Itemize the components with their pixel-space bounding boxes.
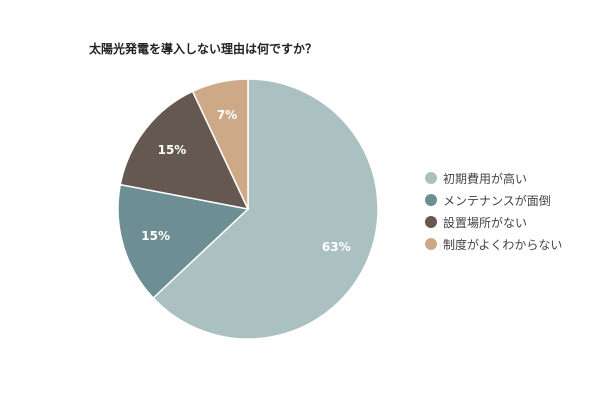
pie-slice-3 (119, 90, 250, 211)
legend-swatch-2 (425, 194, 437, 206)
legend-label-3: 設置場所がない (443, 215, 528, 230)
legend-item-1: 初期費用が高い (425, 168, 562, 188)
pie-slice-4 (191, 78, 249, 210)
pie-slice-2 (117, 183, 250, 300)
legend-item-4: 制度がよくわからない (425, 234, 562, 254)
pie-data-labels: 63% 15% 15% 7% (141, 108, 350, 254)
legend-item-2: メンテナンスが面倒 (425, 190, 562, 210)
pie-data-label-3: 15% (158, 143, 187, 157)
legend-label-4: 制度がよくわからない (443, 237, 563, 252)
legend-swatch-3 (425, 216, 437, 228)
pie-data-label-1: 63% (322, 240, 351, 254)
pie-slices (117, 78, 379, 340)
legend-item-3: 設置場所がない (425, 212, 562, 232)
legend-swatch-1 (425, 172, 437, 184)
legend: 初期費用が高いメンテナンスが面倒 設置場所がない制度がよくわからない (425, 168, 562, 256)
chart-title: 太陽光発電を導入しない理由は何ですか？ (89, 42, 318, 56)
pie-data-label-2: 15% (141, 229, 170, 243)
pie-data-label-4: 7% (217, 108, 237, 122)
legend-label-1: 初期費用が高い (443, 171, 528, 186)
legend-swatch-4 (425, 238, 437, 250)
legend-label-2: メンテナンスが面倒 (443, 193, 551, 208)
pie-slice-1 (152, 78, 379, 340)
